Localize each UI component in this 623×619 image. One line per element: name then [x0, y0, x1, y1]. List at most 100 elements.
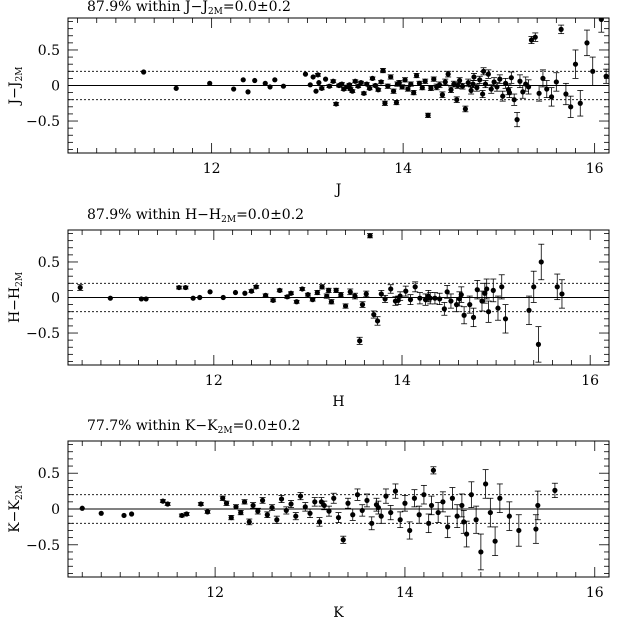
data-marker — [228, 514, 234, 521]
data-point — [598, 18, 605, 33]
data-marker — [338, 292, 344, 298]
data-marker — [355, 83, 361, 89]
panel-title-suffix: =0.0±0.2 — [236, 207, 304, 223]
data-point — [425, 112, 432, 118]
data-point — [384, 83, 391, 89]
data-point — [262, 80, 268, 86]
data-marker — [319, 85, 325, 91]
data-point — [242, 290, 248, 296]
data-point — [346, 82, 353, 88]
y-axis-label-subscript: 2M — [15, 485, 25, 500]
y-tick-label: 0 — [51, 79, 60, 95]
y-axis-label-main: H−H — [7, 287, 23, 323]
data-marker — [314, 289, 320, 296]
data-marker — [478, 549, 484, 555]
data-marker — [445, 71, 451, 77]
data-point — [292, 512, 299, 521]
data-point — [567, 95, 574, 118]
data-marker — [425, 293, 431, 299]
data-point — [342, 303, 349, 309]
data-marker — [283, 507, 289, 514]
data-marker — [416, 80, 423, 86]
data-marker — [204, 509, 211, 515]
data-marker — [407, 527, 413, 534]
data-point — [360, 90, 367, 96]
data-point — [454, 82, 461, 89]
data-point — [138, 296, 144, 302]
data-marker — [497, 76, 503, 82]
data-point — [326, 83, 333, 89]
data-point — [369, 75, 376, 81]
data-marker — [516, 527, 522, 534]
data-point — [77, 284, 84, 291]
data-marker — [426, 520, 432, 526]
data-marker — [444, 289, 450, 295]
data-marker — [143, 296, 149, 302]
data-point — [589, 56, 596, 86]
x-axis-label: J — [334, 182, 342, 198]
data-point — [425, 289, 432, 303]
data-marker — [461, 312, 467, 318]
data-point — [333, 101, 340, 107]
data-point — [394, 81, 401, 87]
data-point — [558, 279, 565, 309]
data-marker — [483, 481, 489, 487]
data-marker — [536, 90, 542, 96]
data-point — [378, 79, 385, 85]
data-point — [487, 497, 494, 528]
data-point — [159, 498, 166, 504]
data-point — [273, 515, 280, 524]
data-point — [326, 505, 333, 517]
data-marker — [316, 80, 322, 86]
data-marker — [270, 297, 276, 303]
data-marker — [374, 318, 381, 324]
y-tick-label: 0.5 — [38, 43, 60, 59]
data-point — [402, 77, 409, 83]
data-point — [349, 508, 356, 521]
data-point — [519, 85, 526, 99]
data-marker — [160, 498, 166, 504]
data-marker — [480, 68, 487, 74]
data-marker — [455, 82, 461, 89]
data-marker — [395, 297, 401, 303]
data-marker — [272, 77, 278, 83]
data-point — [425, 513, 432, 534]
data-marker — [369, 75, 376, 81]
data-point — [183, 511, 190, 517]
data-marker — [559, 291, 565, 297]
y-axis-label: J−J2M — [7, 67, 25, 107]
y-axis-label-main: K−K — [7, 500, 23, 533]
data-point — [178, 512, 185, 519]
data-point — [416, 292, 423, 305]
data-point — [318, 85, 325, 91]
data-marker — [302, 71, 309, 77]
data-marker — [305, 292, 311, 298]
x-tick-label: 14 — [396, 585, 414, 601]
data-marker — [457, 77, 463, 84]
data-point — [470, 307, 477, 328]
data-point — [463, 520, 470, 548]
data-marker — [468, 87, 474, 94]
data-point — [372, 82, 379, 89]
data-point — [173, 85, 179, 91]
data-marker — [397, 517, 403, 523]
data-marker — [361, 90, 367, 96]
data-marker — [407, 297, 414, 303]
data-marker — [553, 79, 559, 85]
data-point — [310, 74, 316, 80]
data-marker — [428, 502, 435, 509]
data-point — [307, 508, 314, 518]
data-marker — [437, 296, 443, 302]
data-marker — [335, 514, 342, 521]
data-marker — [439, 92, 445, 98]
data-point — [328, 299, 335, 305]
data-point — [302, 71, 309, 77]
data-marker — [316, 519, 323, 525]
data-marker — [572, 61, 579, 67]
data-point — [506, 87, 513, 98]
data-point — [141, 69, 147, 75]
data-marker — [603, 73, 609, 79]
data-point — [323, 293, 330, 299]
data-marker — [380, 67, 386, 74]
